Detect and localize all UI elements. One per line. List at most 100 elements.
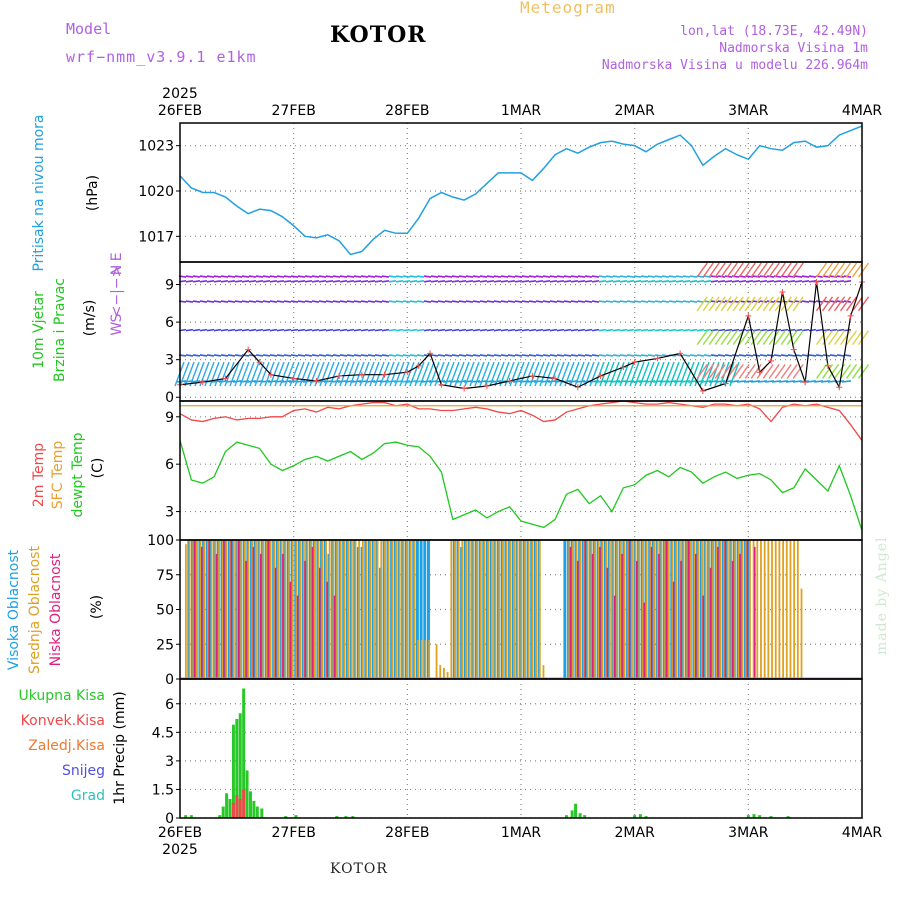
temp-2m-line (179, 400, 863, 441)
wind-vector (367, 328, 376, 332)
gust-barb (726, 330, 738, 346)
low-cloud-bar (252, 546, 255, 679)
gust-barb (827, 296, 840, 312)
wind-vector (759, 279, 768, 283)
wind-barb (444, 361, 455, 387)
wind-vector (528, 300, 537, 303)
wind-vector (528, 275, 537, 278)
mid-cloud-bar (391, 540, 394, 679)
wind-barb (419, 361, 430, 387)
wind-gust-marker (813, 279, 820, 286)
mid-cloud-bar (487, 540, 490, 679)
wind-vector (808, 354, 817, 357)
date-label-bottom: 4MAR (842, 825, 883, 841)
wind-barb (244, 361, 255, 387)
mid-cloud-bar (247, 540, 250, 679)
wind-vector (612, 275, 621, 278)
wind-vector (227, 275, 236, 278)
wind-vector (647, 279, 656, 283)
gust-barb (786, 296, 798, 312)
wind-vector (430, 328, 439, 332)
low-cloud-bar (584, 540, 587, 679)
wind-vector (304, 328, 313, 332)
wind-vector (556, 300, 565, 303)
wind-barb (264, 361, 275, 387)
wind-gust-marker (779, 289, 786, 296)
low-cloud-bar (739, 553, 741, 679)
wind-gust-marker (290, 375, 297, 382)
wind-vector (192, 279, 201, 283)
wind-vector (262, 275, 271, 278)
mid-cloud-bar (199, 540, 202, 679)
wind-vector (437, 300, 446, 303)
high-cloud-bar (426, 540, 430, 679)
wind-vector (185, 354, 194, 357)
wind-vector (451, 275, 460, 278)
mid-cloud-bar (642, 540, 644, 679)
wind-vector (668, 300, 677, 303)
lonlat-label: lon,lat (18.73E, 42.49N) (680, 24, 868, 39)
wind-vector (486, 300, 495, 303)
gust-barb (756, 330, 768, 346)
wind-barb (364, 361, 375, 387)
wind-vector (276, 354, 285, 357)
wind-vector (465, 328, 474, 332)
mid-cloud-bar (266, 540, 268, 679)
pressure-label: Pritisak na nivou mora (31, 114, 47, 271)
wind-vector (318, 328, 327, 332)
mid-cloud-bar (321, 540, 324, 679)
wind-vector (388, 279, 397, 283)
gust-barb (696, 262, 708, 278)
wind-vector (353, 328, 362, 332)
wind-vector (409, 354, 418, 357)
wind-vector (759, 354, 768, 357)
total-rain-bar (284, 816, 288, 818)
mid-cloud-bar (236, 540, 239, 679)
wind-vector (563, 354, 572, 357)
wind-vector (787, 328, 796, 332)
wind-vector (703, 279, 712, 283)
wind-vector (381, 354, 390, 357)
low-cloud-bar (318, 567, 321, 679)
mid-cloud-bar (590, 540, 593, 679)
wind-vector (479, 328, 488, 332)
wind-gust-marker (358, 371, 365, 378)
wind-vector (612, 354, 621, 357)
total-rain-bar (769, 816, 773, 818)
pressure-unit: (hPa) (85, 175, 101, 211)
gust-barb (738, 364, 750, 379)
wind-vector (199, 328, 208, 332)
wind-barb (649, 361, 660, 387)
wind-vector (409, 279, 418, 283)
wind-vector (549, 328, 558, 332)
wind-vector (752, 275, 761, 278)
wind-barb (529, 361, 540, 387)
wind-vector (360, 275, 369, 278)
wind-vector (395, 300, 404, 303)
wind-gust-marker (461, 385, 468, 392)
wind-vector (339, 275, 348, 278)
mid-cloud-bar (502, 540, 504, 679)
wind-vector (416, 275, 425, 278)
mid-cloud-bar (575, 540, 578, 679)
wind-vector (542, 300, 551, 303)
wind-vector (619, 275, 628, 278)
wind-vector (801, 300, 810, 303)
mid-cloud-bar (240, 540, 243, 679)
wind-gust-marker (222, 375, 229, 382)
mid-cloud-bar (513, 540, 515, 679)
wind-vector (640, 275, 649, 278)
total-rain-bar (255, 806, 259, 818)
wind-vector (626, 300, 635, 303)
wind-label-1: 10m Vjetar (31, 291, 47, 369)
wind-vector (409, 275, 418, 278)
wind-vector (325, 275, 334, 278)
gust-barb (726, 364, 738, 379)
wind-vector (262, 300, 271, 303)
mid-cloud-bar (712, 540, 714, 679)
wind-vector (234, 275, 243, 278)
wind-gust-marker (483, 382, 490, 389)
wind-vector (752, 328, 761, 332)
wind-barb (239, 361, 250, 387)
gust-barb (708, 262, 720, 278)
